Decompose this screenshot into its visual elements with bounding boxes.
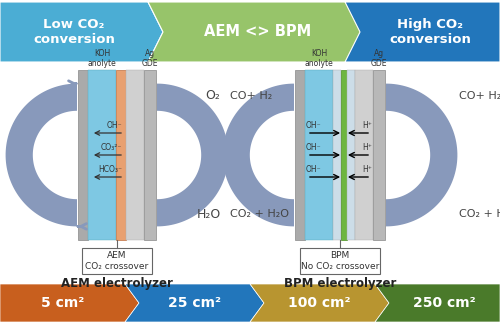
Bar xyxy=(295,70,305,240)
Text: KOH
anolyte: KOH anolyte xyxy=(304,49,334,68)
Text: CO+ H₂: CO+ H₂ xyxy=(460,91,500,100)
Text: OH⁻: OH⁻ xyxy=(106,121,122,130)
Bar xyxy=(355,70,373,240)
Text: CO₂ + H₂O: CO₂ + H₂O xyxy=(230,209,290,219)
Text: CO+ H₂: CO+ H₂ xyxy=(230,91,272,100)
Bar xyxy=(347,70,355,240)
Polygon shape xyxy=(148,2,367,62)
Text: 250 cm²: 250 cm² xyxy=(413,296,476,310)
Text: 25 cm²: 25 cm² xyxy=(168,296,221,310)
Bar xyxy=(341,70,347,240)
Text: High CO₂
conversion: High CO₂ conversion xyxy=(389,18,471,46)
Text: H₂O: H₂O xyxy=(196,208,220,221)
Text: 100 cm²: 100 cm² xyxy=(288,296,351,310)
Bar xyxy=(126,70,144,240)
Polygon shape xyxy=(125,284,264,322)
Text: HCO₃⁻: HCO₃⁻ xyxy=(98,165,122,174)
Text: BPM electrolyzer: BPM electrolyzer xyxy=(284,277,396,291)
Bar xyxy=(88,70,116,240)
Text: H⁺: H⁺ xyxy=(362,121,372,130)
Polygon shape xyxy=(0,284,139,322)
Text: OH⁻: OH⁻ xyxy=(306,143,322,152)
Text: OH⁻: OH⁻ xyxy=(306,121,322,130)
Bar xyxy=(305,70,333,240)
Text: CO₃²⁻: CO₃²⁻ xyxy=(100,143,122,152)
Bar xyxy=(333,70,341,240)
Bar xyxy=(116,70,126,240)
Text: Low CO₂
conversion: Low CO₂ conversion xyxy=(33,18,115,46)
Bar xyxy=(144,70,156,240)
Text: AEM electrolyzer: AEM electrolyzer xyxy=(61,277,173,291)
Text: H⁺: H⁺ xyxy=(362,143,372,152)
Text: BPM
No CO₂ crossover: BPM No CO₂ crossover xyxy=(301,251,379,271)
Text: H⁺: H⁺ xyxy=(362,165,372,174)
Text: KOH
anolyte: KOH anolyte xyxy=(88,49,117,68)
Polygon shape xyxy=(386,84,458,226)
Text: AEM
CO₂ crossover: AEM CO₂ crossover xyxy=(86,251,148,271)
Polygon shape xyxy=(375,284,500,322)
Bar xyxy=(82,248,152,274)
Polygon shape xyxy=(250,284,389,322)
Bar xyxy=(78,70,88,240)
Text: AEM <> BPM: AEM <> BPM xyxy=(204,25,311,40)
Polygon shape xyxy=(0,2,163,62)
Polygon shape xyxy=(222,84,294,226)
Text: O₂: O₂ xyxy=(206,89,220,102)
Polygon shape xyxy=(6,84,77,226)
Polygon shape xyxy=(345,2,500,62)
Text: 5 cm²: 5 cm² xyxy=(41,296,84,310)
Text: Ag
GDE: Ag GDE xyxy=(142,49,158,68)
Text: OH⁻: OH⁻ xyxy=(306,165,322,174)
Text: CO₂ + H₂O: CO₂ + H₂O xyxy=(460,209,500,219)
Bar xyxy=(300,248,380,274)
Bar xyxy=(373,70,385,240)
Text: Ag
GDE: Ag GDE xyxy=(371,49,387,68)
Polygon shape xyxy=(157,84,228,226)
